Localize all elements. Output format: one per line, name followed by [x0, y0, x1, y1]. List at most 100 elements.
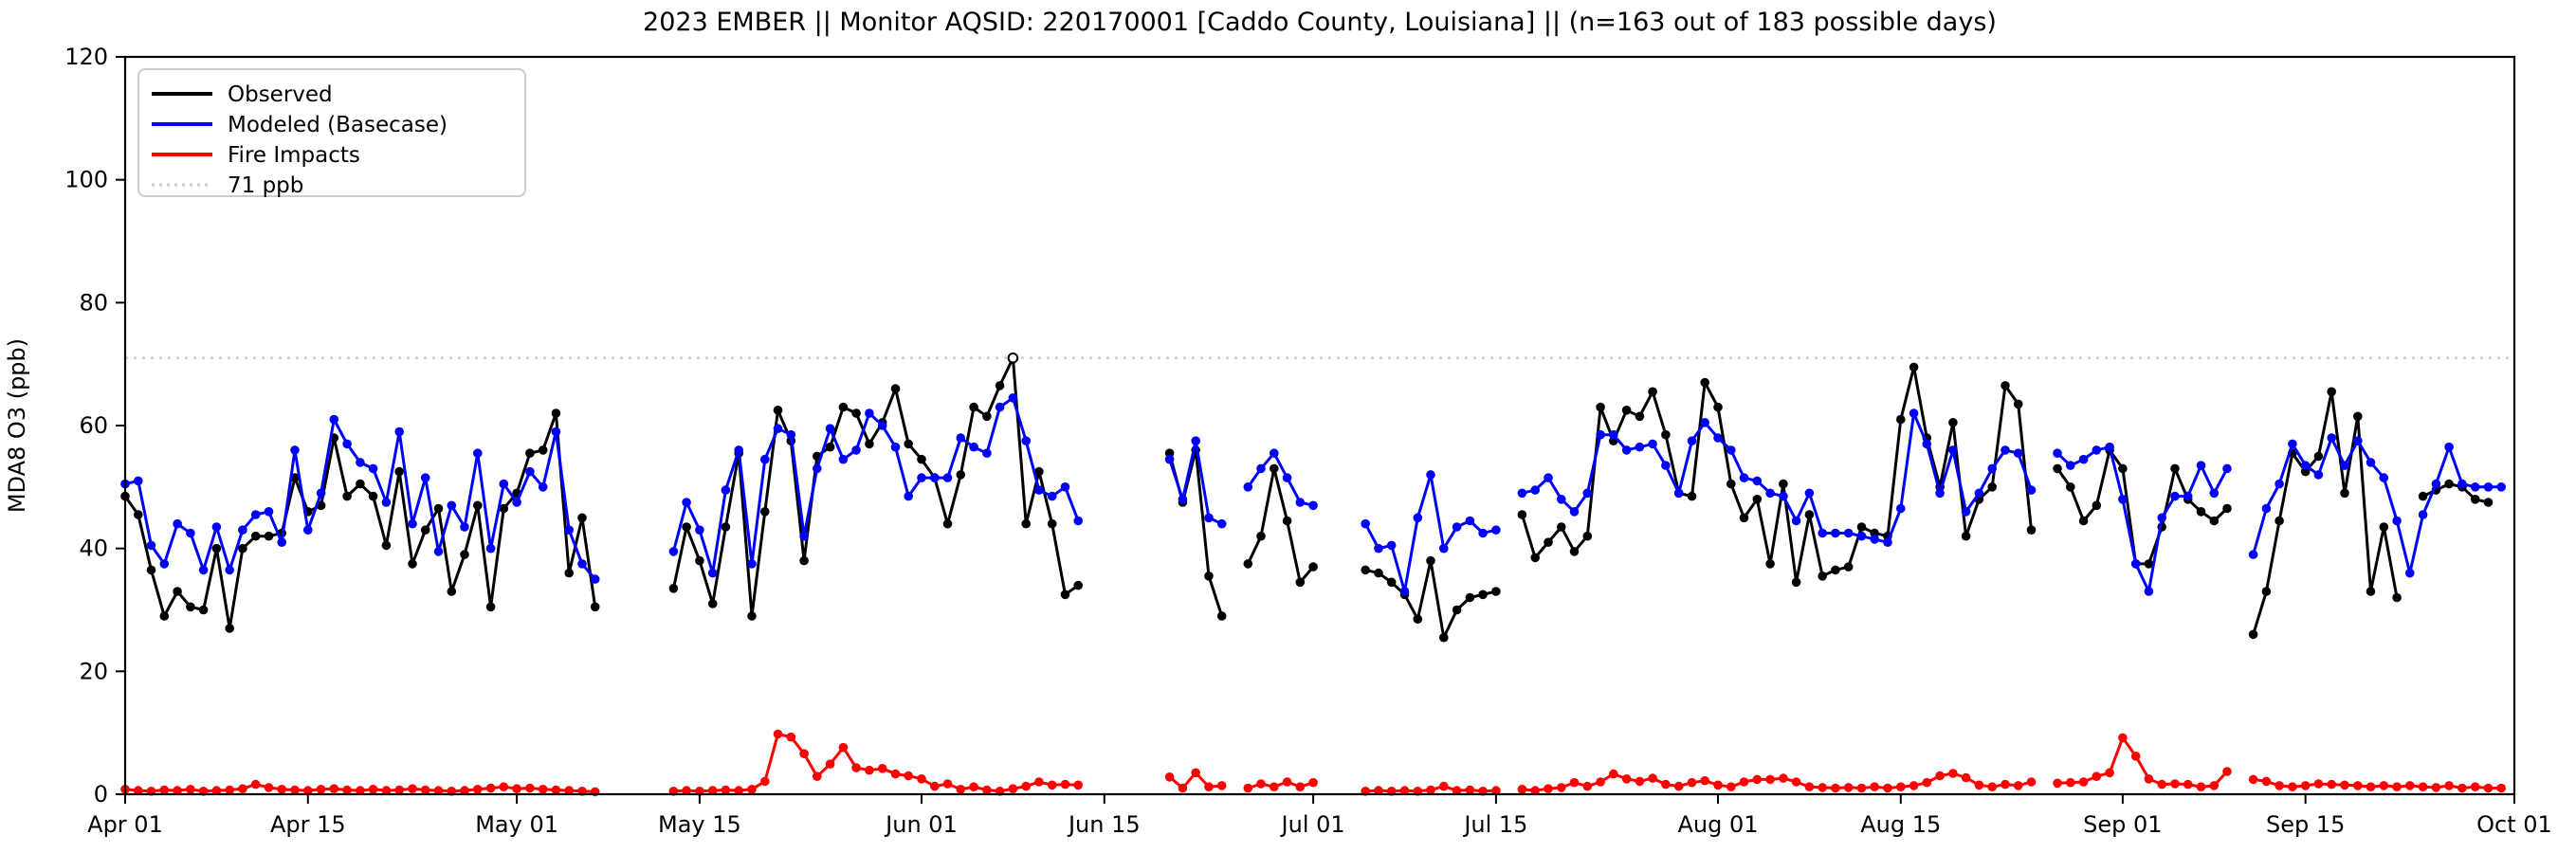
fire-point: [1609, 769, 1618, 779]
modeled-point: [447, 500, 457, 511]
modeled-point: [2144, 587, 2154, 596]
observed-point: [225, 624, 234, 633]
x-tick-label: Sep 15: [2266, 811, 2345, 838]
modeled-point: [904, 491, 913, 501]
modeled-point: [851, 445, 861, 455]
modeled-point: [2353, 436, 2363, 446]
fire-point: [1243, 783, 1253, 793]
observed-point: [2313, 451, 2324, 462]
modeled-point: [2248, 550, 2258, 559]
fire-point: [2053, 778, 2062, 789]
fire-point: [264, 783, 274, 792]
fire-point: [1178, 783, 1188, 793]
x-tick-label: Oct 01: [2476, 811, 2552, 838]
fire-point: [865, 765, 874, 775]
observed-point: [408, 559, 417, 569]
fire-point: [1765, 774, 1775, 785]
legend-box: [137, 68, 526, 197]
fire-point: [225, 785, 234, 795]
observed-point: [904, 439, 913, 449]
observed-point: [760, 507, 770, 517]
observed-point: [590, 602, 600, 612]
modeled-point: [2078, 454, 2089, 464]
modeled-point: [1439, 543, 1449, 554]
observed-point: [1216, 611, 1227, 621]
observed-point: [1426, 555, 1435, 566]
modeled-point: [1870, 535, 1879, 544]
fire-point: [1282, 777, 1292, 787]
observed-point: [1569, 547, 1580, 556]
modeled-point: [2496, 482, 2506, 492]
modeled-point: [982, 448, 992, 459]
modeled-point: [747, 559, 757, 569]
modeled-point: [668, 547, 679, 556]
modeled-point: [838, 454, 849, 464]
modeled-point: [564, 525, 574, 535]
fire-point: [2013, 781, 2023, 790]
modeled-point: [1557, 495, 1566, 504]
modeled-point: [1517, 488, 1527, 499]
fire-point: [2261, 776, 2272, 787]
observed-point: [1282, 516, 1292, 526]
observed-point: [1491, 587, 1501, 596]
modeled-point: [2379, 473, 2389, 482]
modeled-point: [1843, 528, 1854, 538]
observed-point: [2066, 482, 2075, 492]
legend-label-fire: Fire Impacts: [228, 143, 360, 168]
x-tick-label: Apr 01: [87, 811, 163, 838]
fire-point: [551, 785, 561, 795]
fire-point: [356, 786, 365, 795]
observed-point: [1621, 406, 1632, 415]
observed-point: [1791, 577, 1801, 588]
fire-point: [956, 785, 966, 794]
fire-point: [277, 785, 287, 794]
fire-point: [786, 732, 796, 742]
modeled-point: [238, 525, 247, 535]
fire-point: [1191, 768, 1200, 778]
modeled-point: [1713, 433, 1723, 443]
fire-point: [799, 749, 809, 758]
legend-label-modeled: Modeled (Basecase): [228, 113, 448, 137]
fire-point: [342, 785, 352, 795]
modeled-point: [969, 442, 978, 452]
fire-point: [2196, 782, 2206, 791]
observed-point: [1843, 562, 1854, 572]
modeled-point: [1765, 488, 1775, 499]
fire-point: [1582, 781, 1593, 791]
modeled-point: [1856, 531, 1867, 541]
fire-point: [1544, 784, 1553, 793]
observed-point: [2118, 463, 2128, 474]
observed-point: [1386, 577, 1397, 588]
observed-point: [969, 402, 978, 412]
modeled-point: [707, 568, 718, 578]
fire-point: [2170, 779, 2180, 789]
fire-point: [303, 786, 313, 795]
modeled-point: [786, 429, 796, 440]
observed-line-segment: [123, 411, 597, 630]
fire-point: [1922, 777, 1932, 788]
observed-point: [1452, 605, 1462, 615]
fire-point: [1308, 777, 1318, 788]
fire-point: [904, 771, 913, 781]
observed-point: [2013, 399, 2023, 409]
modeled-point: [890, 442, 901, 452]
legend-label-threshold: 71 ppb: [228, 173, 303, 198]
fire-point: [460, 786, 469, 795]
observed-point: [564, 568, 574, 578]
observed-point: [1713, 402, 1723, 412]
modeled-point: [2288, 439, 2297, 449]
observed-point: [1361, 565, 1370, 575]
modeled-point: [2327, 433, 2336, 443]
observed-point: [499, 503, 509, 514]
modeled-point: [1700, 418, 1709, 427]
modeled-point: [1648, 439, 1657, 449]
fire-series: [120, 729, 2506, 797]
fire-point: [1216, 781, 1227, 790]
observed-point: [577, 513, 587, 523]
modeled-point: [1060, 482, 1070, 492]
observed-point: [447, 587, 457, 596]
observed-point: [707, 599, 718, 608]
fire-point: [1739, 777, 1749, 787]
modeled-point: [525, 466, 535, 477]
